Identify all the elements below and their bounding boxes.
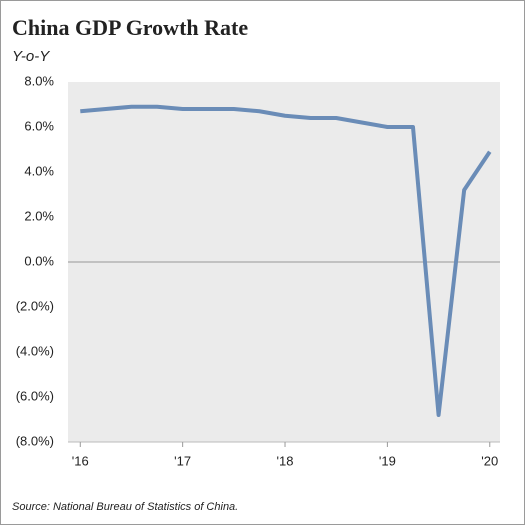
chart-subtitle: Y-o-Y: [12, 48, 50, 65]
data-line: [80, 104, 492, 417]
x-tick-label: '18: [277, 453, 294, 468]
y-tick-label: 6.0%: [24, 118, 54, 133]
y-tick-label: (2.0%): [16, 298, 54, 313]
y-tick-label: 0.0%: [24, 253, 54, 268]
y-tick-label: 8.0%: [24, 73, 54, 88]
y-tick-label: 4.0%: [24, 163, 54, 178]
x-tick-label: '16: [72, 453, 89, 468]
y-tick-label: 2.0%: [24, 208, 54, 223]
x-tick-label: '19: [379, 453, 396, 468]
chart-title: China GDP Growth Rate: [12, 15, 248, 40]
y-tick-label: (6.0%): [16, 388, 54, 403]
y-tick-label: (4.0%): [16, 343, 54, 358]
x-tick-label: '17: [174, 453, 191, 468]
x-tick-label: '20: [481, 453, 498, 468]
y-tick-label: (8.0%): [16, 433, 54, 448]
source-note: Source: National Bureau of Statistics of…: [12, 501, 238, 513]
